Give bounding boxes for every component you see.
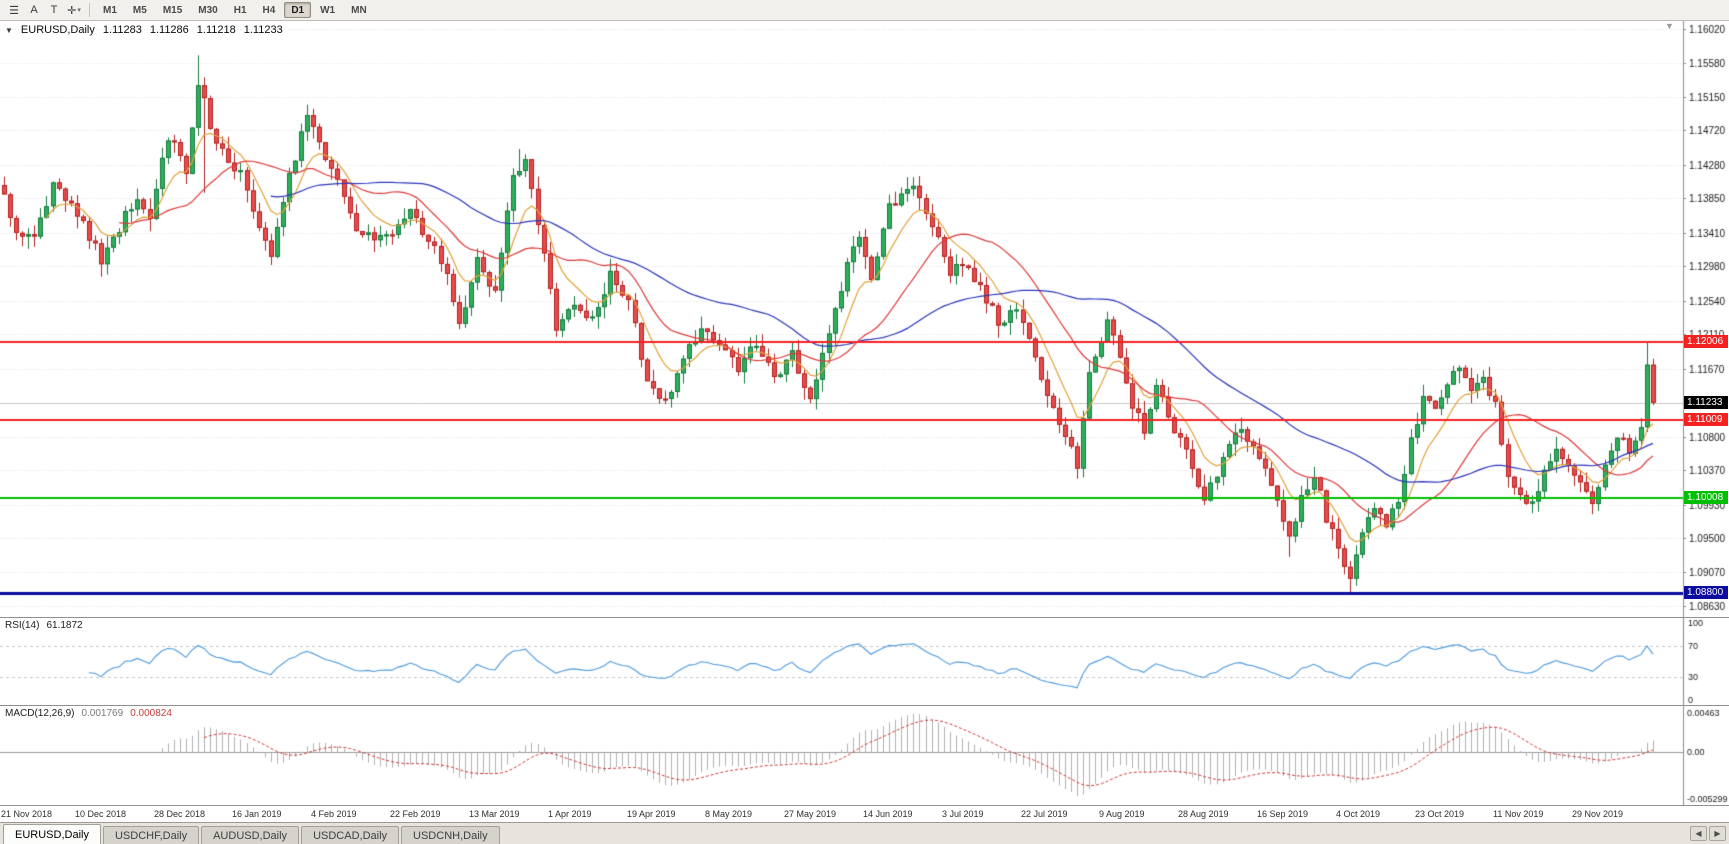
price-axis-labels: 1.12006 1.11009 1.10008 1.08800 1.11233 <box>0 21 1729 617</box>
date-label: 13 Mar 2019 <box>469 809 520 819</box>
date-label: 16 Jan 2019 <box>232 809 282 819</box>
date-label: 8 May 2019 <box>705 809 753 819</box>
menu-icon-glyph: ☰ <box>9 4 19 17</box>
chart-tab-usdcad[interactable]: USDCAD,Daily <box>301 826 400 844</box>
chart-tab-bar: EURUSD,Daily USDCHF,Daily AUDUSD,Daily USDC… <box>0 822 1729 844</box>
date-label: 1 Apr 2019 <box>548 809 592 819</box>
rsi-name: RSI(14) <box>5 620 40 631</box>
ohlc-low: 1.11218 <box>196 24 236 36</box>
date-label: 10 Dec 2018 <box>75 809 127 819</box>
timeframe-m30[interactable]: M30 <box>198 4 218 16</box>
toolbar: ☰ A T ✛ ▾ M1 M5 M15 M30 H1 H4 D1 W1 MN <box>0 0 1729 21</box>
chart-tab-usdchf[interactable]: USDCHF,Daily <box>102 826 200 844</box>
chart-shift-icon[interactable]: ▼ <box>1665 21 1674 31</box>
timeframe-m5[interactable]: M5 <box>132 4 147 16</box>
ohlc-close: 1.11233 <box>243 24 283 36</box>
crosshair-tool[interactable]: ✛ ▾ <box>64 2 84 19</box>
date-label: 11 Nov 2019 <box>1493 809 1544 819</box>
date-label: 14 Jun 2019 <box>863 809 913 819</box>
date-label: 28 Aug 2019 <box>1178 809 1229 819</box>
timeframe-h1[interactable]: H1 <box>233 4 247 16</box>
price-chart-canvas[interactable] <box>0 21 1729 617</box>
text-tool-glyph: T <box>50 4 58 16</box>
time-axis[interactable]: 21 Nov 2018 10 Dec 2018 28 Dec 2018 16 Jan … <box>0 805 1729 822</box>
timeframe-h4[interactable]: H4 <box>262 4 276 16</box>
date-label: 16 Sep 2019 <box>1257 809 1309 819</box>
timeframe-m1[interactable]: M1 <box>103 4 117 16</box>
menu-icon[interactable]: ☰ <box>4 2 24 19</box>
chart-tab-audusd[interactable]: AUDUSD,Daily <box>201 826 300 844</box>
drawing-tools-group: ☰ A T ✛ ▾ <box>4 2 84 19</box>
date-label: 19 Apr 2019 <box>627 809 676 819</box>
ohlc-high: 1.11286 <box>149 24 189 36</box>
ohlc-open: 1.11283 <box>102 24 142 36</box>
rsi-indicator-panel[interactable]: RSI(14) 61.1872 <box>0 617 1729 705</box>
timeframe-m15[interactable]: M15 <box>162 4 183 16</box>
macd-canvas[interactable] <box>0 706 1729 805</box>
date-label: 4 Feb 2019 <box>311 809 357 819</box>
chart-tabs: EURUSD,Daily USDCHF,Daily AUDUSD,Daily USDC… <box>3 823 502 844</box>
date-label: 3 Jul 2019 <box>942 809 984 819</box>
date-label: 22 Feb 2019 <box>390 809 441 819</box>
dropdown-caret-icon: ▾ <box>77 7 81 14</box>
tab-scroll-right-icon[interactable]: ▶ <box>1709 826 1726 841</box>
price-chart-area[interactable]: ▼ EURUSD,Daily 1.11283 1.11286 1.11218 1… <box>0 21 1729 617</box>
rsi-label: RSI(14) 61.1872 <box>5 620 83 631</box>
date-label: 4 Oct 2019 <box>1336 809 1381 819</box>
timeframe-w1[interactable]: W1 <box>320 4 336 16</box>
timeframe-d1[interactable]: D1 <box>284 2 312 18</box>
rsi-canvas[interactable] <box>0 618 1729 705</box>
chart-tab-eurusd[interactable]: EURUSD,Daily <box>3 824 101 844</box>
hline-price-label[interactable]: 1.11009 <box>1684 413 1728 426</box>
date-label: 29 Nov 2019 <box>1572 809 1624 819</box>
timeframe-mn[interactable]: MN <box>351 4 367 16</box>
macd-label: MACD(12,26,9) 0.001769 0.000824 <box>5 708 172 719</box>
symbol-name: EURUSD,Daily <box>20 24 95 36</box>
crosshair-tool-glyph: ✛ <box>67 4 77 17</box>
macd-name: MACD(12,26,9) <box>5 708 75 719</box>
hline-price-label[interactable]: 1.10008 <box>1684 491 1728 504</box>
timeframe-group: M1 M5 M15 M30 H1 H4 D1 W1 MN <box>95 2 375 18</box>
macd-main-value: 0.001769 <box>81 708 124 719</box>
date-label: 23 Oct 2019 <box>1415 809 1465 819</box>
macd-indicator-panel[interactable]: MACD(12,26,9) 0.001769 0.000824 <box>0 705 1729 805</box>
date-label: 28 Dec 2018 <box>154 809 206 819</box>
date-label: 9 Aug 2019 <box>1099 809 1145 819</box>
text-tool[interactable]: T <box>44 2 64 19</box>
macd-signal-value: 0.000824 <box>130 708 172 719</box>
date-label: 27 May 2019 <box>784 809 837 819</box>
tab-nav: ◀ ▶ <box>1690 826 1726 841</box>
chart-tab-usdcnh[interactable]: USDCNH,Daily <box>401 826 500 844</box>
hline-price-label[interactable]: 1.12006 <box>1684 335 1728 348</box>
date-label: 21 Nov 2018 <box>1 809 53 819</box>
letter-a-tool-glyph: A <box>30 4 38 16</box>
last-price-label: 1.11233 <box>1684 396 1728 409</box>
date-label: 22 Jul 2019 <box>1021 809 1068 819</box>
collapse-arrow-icon[interactable]: ▼ <box>5 25 13 35</box>
rsi-value: 61.1872 <box>46 620 83 631</box>
letter-a-tool[interactable]: A <box>24 2 44 19</box>
symbol-ohlc-header: ▼ EURUSD,Daily 1.11283 1.11286 1.11218 1… <box>5 24 283 36</box>
toolbar-divider <box>89 3 90 17</box>
hline-price-label[interactable]: 1.08800 <box>1684 586 1728 599</box>
tab-scroll-left-icon[interactable]: ◀ <box>1690 826 1707 841</box>
